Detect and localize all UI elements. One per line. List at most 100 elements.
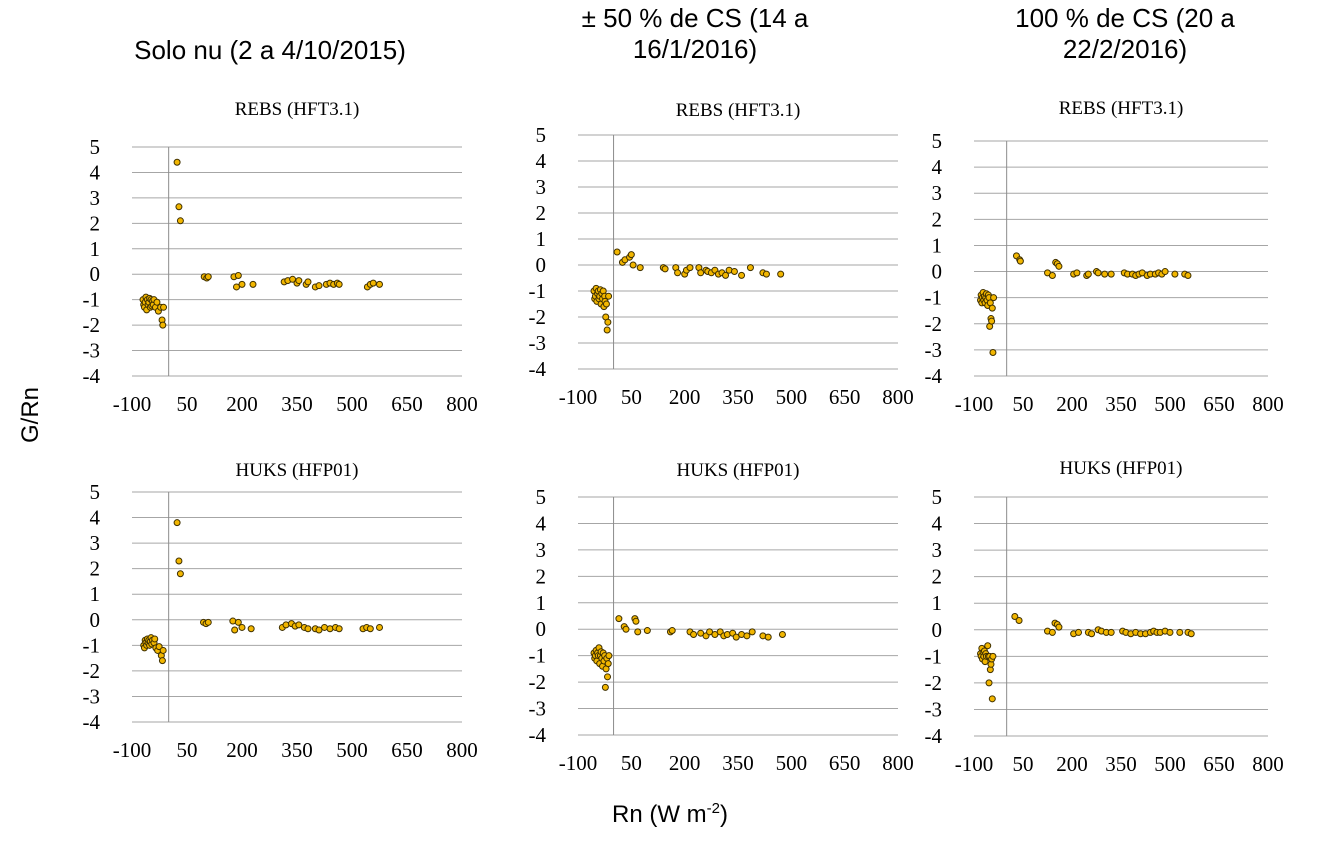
y-tick-label: -4 [83,364,101,388]
data-point [160,303,168,311]
y-tick-label: 2 [536,564,547,588]
data-point [176,217,184,225]
data-point [1011,613,1019,620]
y-tick-label: 5 [90,135,101,159]
x-tick-label: 200 [1056,752,1088,776]
data-point [603,326,611,334]
data-point [604,318,612,326]
x-tick-label: 200 [669,385,701,409]
x-tick-label: -100 [955,392,994,416]
data-point [233,283,240,291]
y-tick-label: -3 [529,697,547,721]
y-tick-label: 1 [536,591,547,615]
column-title-2: ± 50 % de CS (14 a 16/1/2016) [581,3,809,64]
y-tick-label: 3 [90,531,101,555]
data-point [247,625,255,633]
data-point [622,625,630,633]
data-point [159,321,167,329]
y-tick-label: 3 [536,175,547,199]
y-tick-label: 0 [536,253,547,277]
data-point [738,271,746,279]
x-axis-label: Rn (W m-2) [560,800,780,829]
y-tick-label: 1 [932,233,943,257]
x-tick-label: 650 [829,385,861,409]
y-tick-label: -2 [83,659,101,683]
x-tick-label: 50 [621,385,642,409]
x-axis-label-exponent: -2 [706,800,720,817]
y-tick-label: -1 [83,633,101,657]
x-tick-label: 200 [1056,392,1088,416]
y-tick-label: 4 [536,149,547,173]
y-tick-label: -2 [529,305,547,329]
data-point [762,270,770,278]
y-tick-label: 4 [536,511,547,535]
y-tick-label: -1 [83,288,101,312]
y-tick-label: -3 [83,684,101,708]
data-point [315,282,323,290]
data-point [615,615,623,623]
y-tick-label: 4 [932,155,943,179]
data-point [1048,271,1056,279]
x-tick-label: 650 [1203,392,1235,416]
column-title-3: 100 % de CS (20 a 22/2/2016) [1015,3,1235,64]
data-point [1184,271,1192,279]
x-tick-label: -100 [955,752,994,776]
x-tick-label: -100 [113,392,152,416]
y-tick-label: 1 [90,237,101,261]
data-point [777,270,785,278]
x-tick-label: 800 [446,738,478,762]
y-tick-label: 2 [90,211,101,235]
y-tick-label: 1 [90,582,101,606]
y-tick-label: 1 [932,591,943,615]
data-point [366,625,374,633]
data-point [376,280,383,288]
y-tick-label: 3 [536,538,547,562]
y-tick-label: -3 [83,339,101,363]
y-tick-label: 2 [932,565,943,589]
y-tick-label: -1 [529,279,547,303]
x-tick-label: 50 [621,751,642,775]
data-point [173,158,181,166]
column-title-1: Solo nu (2 a 4/10/2015) [134,35,406,65]
data-point [369,279,377,287]
y-tick-label: -2 [529,670,547,694]
y-tick-label: -4 [925,724,943,748]
data-point [627,251,635,259]
data-point [629,261,637,269]
data-point [335,625,343,633]
x-tick-label: 50 [177,738,198,762]
y-tick-label: 4 [932,512,943,536]
y-tick-label: 0 [932,618,943,642]
data-point [764,633,772,641]
data-point [159,646,167,654]
y-tick-label: 5 [932,485,943,509]
data-point [151,635,159,643]
y-tick-label: 1 [536,227,547,251]
x-tick-label: 50 [1013,392,1034,416]
x-tick-label: -100 [559,751,598,775]
data-point [1187,630,1195,638]
x-tick-label: 650 [391,738,423,762]
y-tick-label: -1 [925,286,943,310]
data-point [984,642,992,650]
data-point [605,652,613,660]
data-point [1107,628,1115,636]
y-tick-label: 0 [90,608,101,632]
x-tick-label: 500 [1154,392,1186,416]
x-tick-label: 500 [776,751,808,775]
x-tick-label: -100 [559,385,598,409]
data-point [661,265,669,273]
data-point [249,280,257,288]
data-point [988,695,996,703]
data-point [315,626,323,634]
data-point [989,652,997,660]
data-point [238,623,246,631]
data-point [234,618,242,626]
x-tick-label: 200 [669,751,701,775]
y-tick-label: 3 [90,186,101,210]
data-point [686,264,694,272]
y-tick-label: -4 [529,723,547,747]
data-point [778,631,786,639]
chart-title: HUKS (HFP01) [677,460,800,481]
y-axis-label: G/Rn [17,387,44,444]
